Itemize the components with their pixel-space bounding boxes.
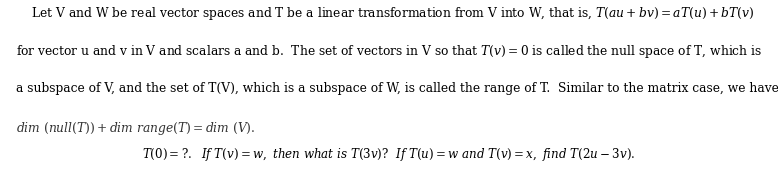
Text: $\mathit{dim\ (null(T)) + dim\ range(T) = dim\ (V).}$: $\mathit{dim\ (null(T)) + dim\ range(T) … bbox=[16, 120, 255, 137]
Text: a subspace of V, and the set of T(V), which is a subspace of W, is called the ra: a subspace of V, and the set of T(V), wh… bbox=[16, 82, 778, 95]
Text: Let V and W be real vector spaces and T be a linear transformation from V into W: Let V and W be real vector spaces and T … bbox=[16, 5, 754, 22]
Text: $\mathit{T(0) =?}$$\mathit{.\ \ If\ T(v) = w}$$\mathit{,\ then\ what\ is\ T(3v)?: $\mathit{T(0) =?}$$\mathit{.\ \ If\ T(v)… bbox=[142, 146, 636, 163]
Text: for vector u and v in V and scalars a and b.  The set of vectors in V so that $T: for vector u and v in V and scalars a an… bbox=[16, 44, 762, 61]
